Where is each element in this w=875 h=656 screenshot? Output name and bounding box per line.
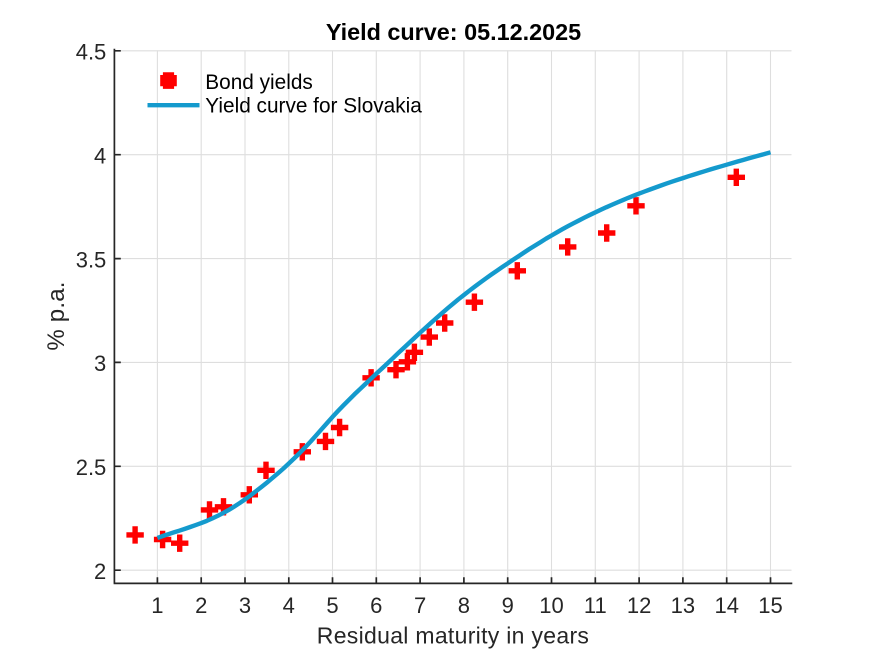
svg-text:4: 4: [283, 593, 295, 618]
svg-text:15: 15: [758, 593, 782, 618]
svg-text:9: 9: [502, 593, 514, 618]
svg-text:2: 2: [195, 593, 207, 618]
svg-text:3.5: 3.5: [76, 247, 107, 272]
svg-text:3: 3: [94, 351, 106, 376]
svg-text:11: 11: [584, 593, 607, 618]
svg-text:2: 2: [94, 559, 106, 584]
svg-text:14: 14: [714, 593, 738, 618]
svg-text:3: 3: [239, 593, 251, 618]
svg-text:10: 10: [539, 593, 563, 618]
svg-text:1: 1: [151, 593, 163, 618]
svg-text:8: 8: [458, 593, 470, 618]
svg-text:13: 13: [671, 593, 695, 618]
svg-text:7: 7: [414, 593, 426, 618]
svg-text:5: 5: [326, 593, 338, 618]
svg-text:Residual maturity in years: Residual maturity in years: [317, 622, 589, 648]
svg-text:6: 6: [370, 593, 382, 618]
svg-text:2.5: 2.5: [76, 455, 107, 480]
svg-text:Yield curve for Slovakia: Yield curve for Slovakia: [205, 94, 422, 117]
svg-text:12: 12: [627, 593, 651, 618]
svg-text:4.5: 4.5: [76, 40, 107, 65]
svg-text:Bond yields: Bond yields: [205, 71, 313, 94]
svg-text:Yield curve: 05.12.2025: Yield curve: 05.12.2025: [326, 19, 581, 45]
svg-text:4: 4: [94, 143, 106, 168]
svg-text:% p.a.: % p.a.: [43, 281, 70, 350]
